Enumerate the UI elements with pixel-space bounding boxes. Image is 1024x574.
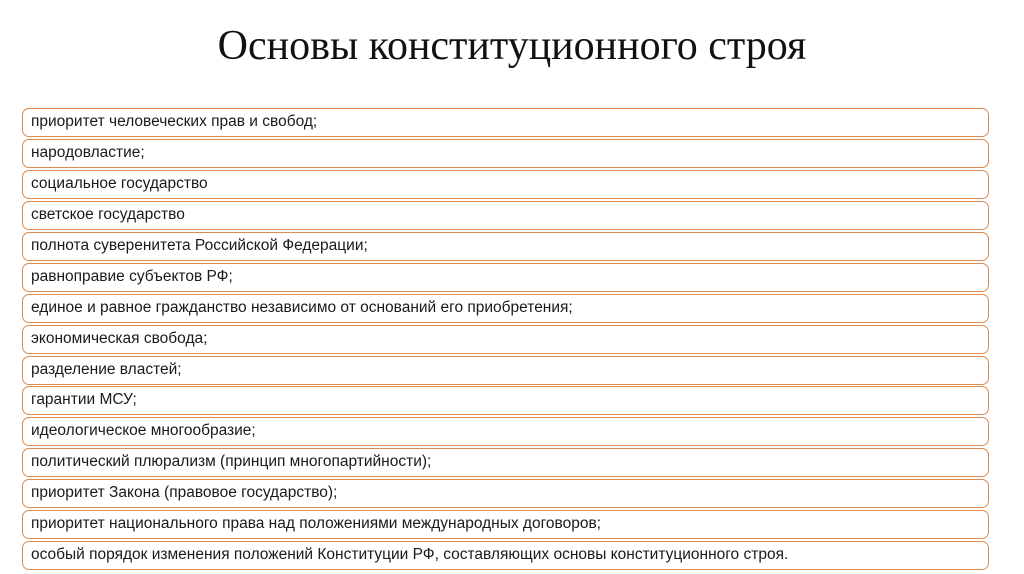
list-item: приоритет национального права над положе… <box>22 510 989 540</box>
slide-title: Основы конституционного строя <box>217 23 807 69</box>
list-item: полнота суверенитета Российской Федераци… <box>22 231 989 261</box>
list-item: светское государство <box>22 200 989 230</box>
list-item: приоритет человеческих прав и свобод; <box>22 108 989 137</box>
list-item: равноправие субъектов РФ; <box>22 262 989 292</box>
list-item: приоритет Закона (правовое государство); <box>22 479 989 509</box>
list-item: политический плюрализм (принцип многопар… <box>22 448 989 478</box>
list-item: особый порядок изменения положений Конст… <box>22 541 989 571</box>
list-item: идеологическое многообразие; <box>22 417 989 447</box>
list-item: экономическая свобода; <box>22 324 989 354</box>
list-item: разделение властей; <box>22 355 989 385</box>
principles-list: приоритет человеческих прав и свобод; нар… <box>22 108 989 572</box>
list-item: гарантии МСУ; <box>22 386 989 416</box>
list-item: народовластие; <box>22 138 989 168</box>
list-item: социальное государство <box>22 169 989 199</box>
list-item: единое и равное гражданство независимо о… <box>22 293 989 323</box>
